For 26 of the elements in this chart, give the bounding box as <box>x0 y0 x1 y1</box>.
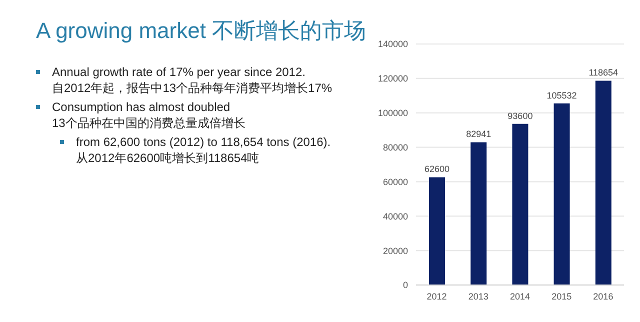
bar <box>470 142 487 285</box>
y-tick-label: 100000 <box>378 108 408 118</box>
text: from 62,600 tons (2012) to 118,654 tons (2016). 从2012年62600吨增长到118654吨 <box>76 134 331 166</box>
bar <box>512 124 528 285</box>
x-tick-label: 2014 <box>510 291 530 302</box>
data-label: 82941 <box>466 129 492 140</box>
bar <box>429 177 445 285</box>
y-tick-label: 40000 <box>382 211 408 222</box>
data-label: 105532 <box>546 90 577 100</box>
data-label: 93600 <box>508 110 533 121</box>
text: A growing market 不断增长的市场 <box>36 17 366 45</box>
bar <box>595 80 612 285</box>
y-tick-label: 0 <box>402 280 408 290</box>
x-tick-label: 2015 <box>552 291 572 302</box>
y-tick-label: 120000 <box>378 74 408 84</box>
bar <box>554 103 570 285</box>
x-tick-label: 2012 <box>426 291 447 302</box>
y-tick-label: 60000 <box>382 176 408 187</box>
y-tick-label: 80000 <box>382 142 408 152</box>
data-label: 62600 <box>424 164 450 174</box>
x-tick-label: 2013 <box>468 291 488 302</box>
text: Annual growth rate of 17% per year since 2012. 自2012年起，报告中13个品种每年消费平均增长17% <box>52 64 332 96</box>
x-tick-label: 2016 <box>593 291 614 302</box>
data-label: 118654 <box>588 68 618 78</box>
y-tick-label: 20000 <box>382 246 408 256</box>
y-tick-label: 140000 <box>378 39 408 50</box>
